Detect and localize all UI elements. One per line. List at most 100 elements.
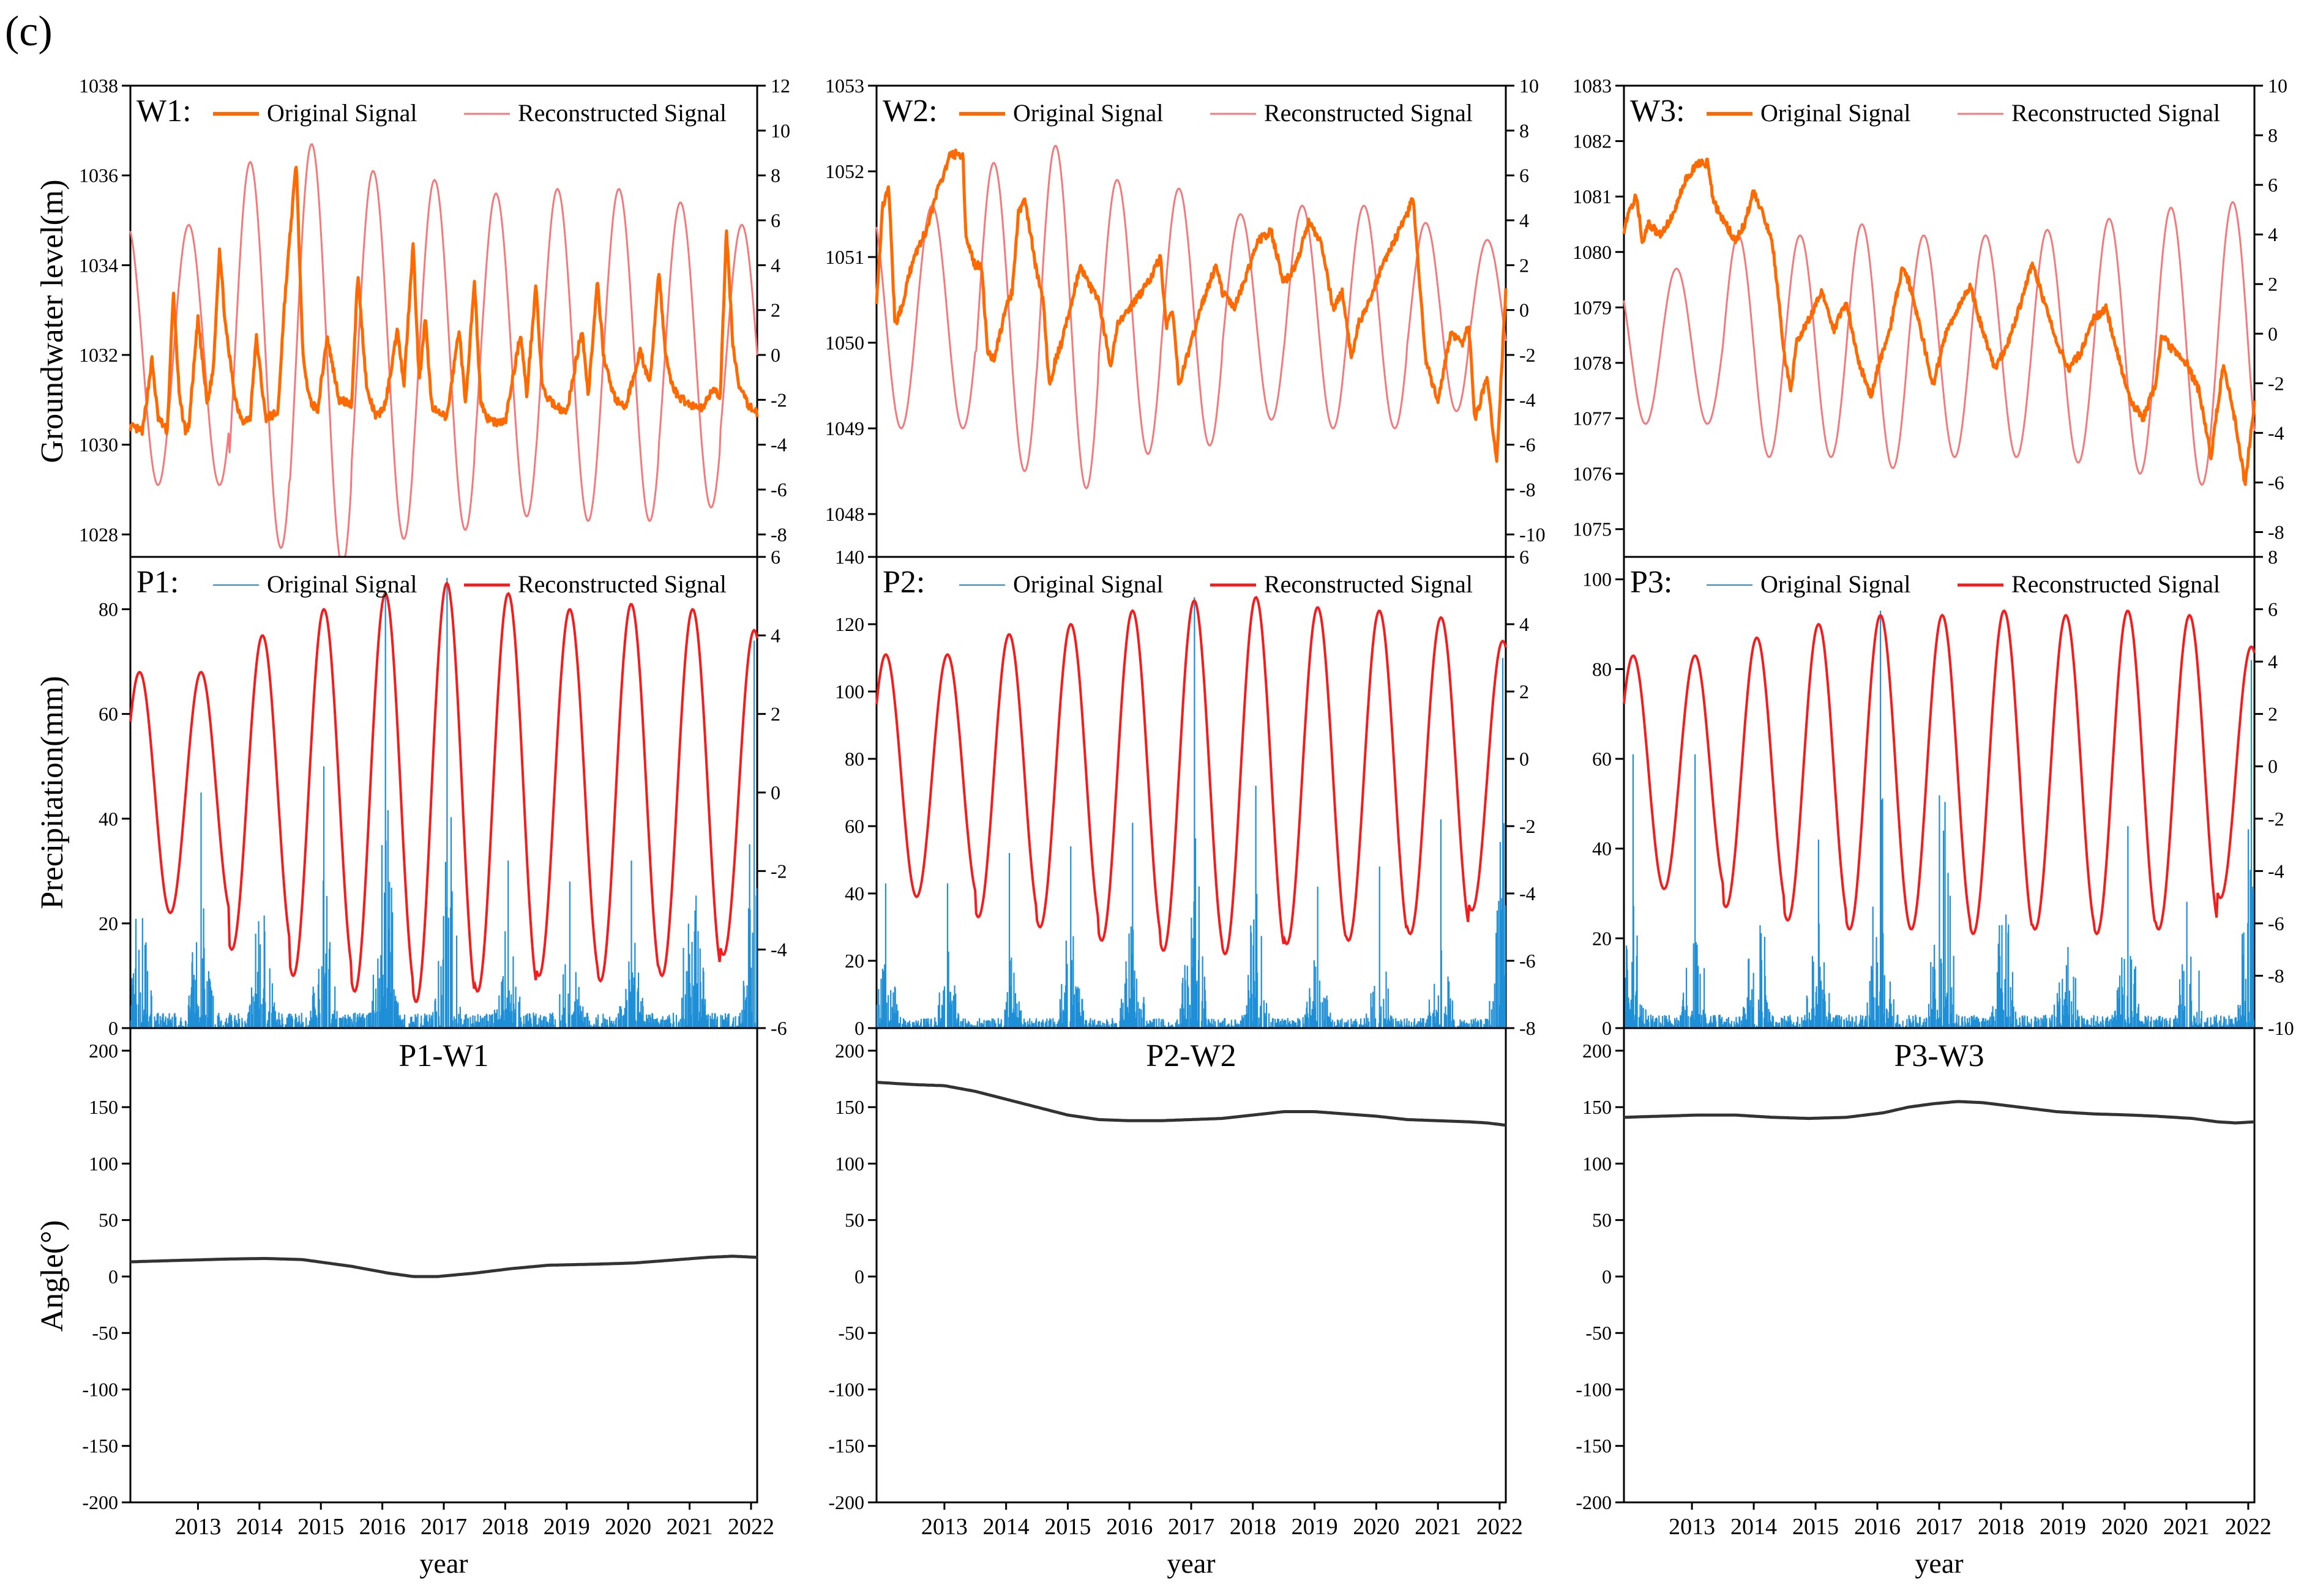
y-axis-P3-W3-tick-label: 50 [1592,1209,1612,1231]
y-axis-P1-right-tick-label: 2 [771,703,780,725]
y-axis-left-W2-tick-label: 1049 [825,417,864,439]
y-axis-left-P3-tick-label: 20 [1592,927,1612,949]
y-axis-W3-right-tick-label: -6 [2268,471,2284,493]
y-axis-P3-right-tick-label: -2 [2268,808,2284,830]
x-tick-label: 2018 [1978,1514,2024,1540]
y-axis-left-P3-tick-label: 60 [1592,748,1612,770]
panel-label-P1: P1: [137,565,179,600]
plot-frame-W2 [875,84,1507,558]
y-axis-P3-W3-tick-label: -150 [1576,1435,1612,1457]
y-axis-P1-W1-tick-label: 150 [89,1096,118,1118]
y-axis-left-P2-tick-label: 0 [855,1017,864,1039]
reconstructed-signal-line-P3 [1623,609,2256,936]
y-axis-left-W3-tick-label: 1076 [1573,463,1612,485]
y-axis-left-P2-tick-label: 80 [845,748,864,770]
plot-frame-P3-W3 [1623,1027,2256,1504]
x-tick-label: 2018 [482,1514,528,1540]
y-axis-P3-W3-tick-label: -100 [1576,1378,1612,1400]
y-axis-P2-W2-tick-label: 50 [845,1209,864,1231]
precipitation-bars-P1 [130,578,758,1028]
y-axis-P2-W2-tick-label: -150 [828,1435,864,1457]
panel-P3-W3: -200 -150 -100 -50 0 50 100 150 200 2013 2014 2015 2… [1576,1027,2272,1579]
plot-frame-P1-W1 [129,1027,758,1504]
y-axis-P1-right-tick-label: 0 [771,781,780,804]
y-axis-W3-right-tick-label: 8 [2268,124,2278,146]
y-axis-W2-right-tick-label: -6 [1519,434,1536,456]
y-axis-P3-right-tick-label: -8 [2268,964,2284,986]
legend-reconstructed-label: Reconstructed Signal [1264,570,1473,598]
reconstructed-signal-line-W3 [1623,201,2256,487]
panel-W2: 1048 1049 1050 1051 1052 1053 -10 -8 -6 -4 -2 0 2 4 6 8… [825,75,1546,558]
y-axis-P3-right-tick-label: 8 [2268,546,2278,568]
y-axis-P1-right-tick-label: 6 [771,546,780,568]
y-axis-W3-right-tick-label: 2 [2268,273,2278,295]
y-axis-P1-W1-tick-label: -150 [82,1435,118,1457]
x-tick-label: 2020 [2101,1514,2148,1540]
y-axis-P1-right-tick-label: 4 [771,624,780,646]
original-signal-line-W3 [1622,157,2256,487]
y-axis-P3-W3-tick-label: 100 [1582,1152,1612,1174]
y-axis-P2-right-tick-label: -8 [1519,1017,1536,1039]
x-tick-label: 2013 [1669,1514,1715,1540]
x-tick-label: 2021 [2163,1514,2210,1540]
y-axis-P2-W2-tick-label: -100 [828,1378,864,1400]
y-axis-left-W3-tick-label: 1078 [1573,352,1612,374]
y-axis-left-P2-tick-label: 140 [835,546,864,568]
y-axis-left-W1-tick-label: 1034 [79,254,118,276]
y-axis-label-precipitation: Precipitation(mm) [35,676,70,909]
y-axis-P1-W1-tick-label: 50 [99,1209,118,1231]
panel-label-W2: W2: [883,94,938,129]
y-axis-P2-right-tick-label: 4 [1519,613,1529,635]
y-axis-P2-right-tick-label: 6 [1519,546,1529,568]
precipitation-bars-P2 [876,597,1506,1028]
y-axis-left-W1-tick-label: 1028 [79,523,118,545]
y-axis-P2-W2-tick-label: -50 [838,1322,864,1344]
y-axis-left-P1-tick-label: 20 [99,912,118,934]
phase-angle-line-P2-W2 [876,1081,1506,1127]
panel-P2: 0 20 40 60 80 100 120 140 -8 -6 -4 -2 0 2 4 6 P2: Origina… [835,546,1536,1039]
panel-label-P2: P2: [883,565,925,600]
y-axis-W1-right-tick-label: 0 [771,344,780,366]
y-axis-P1-W1-tick-label: -50 [92,1322,118,1344]
y-axis-left-W3-tick-label: 1082 [1573,130,1612,152]
y-axis-left-W1-tick-label: 1030 [79,434,118,456]
phase-angle-line-P1-W1 [130,1255,758,1278]
y-axis-P3-right-tick-label: -4 [2268,860,2284,882]
panel-label-W1: W1: [137,94,192,129]
y-axis-W2-right-tick-label: -2 [1519,344,1536,366]
y-axis-P2-right-tick-label: 2 [1519,681,1529,703]
y-axis-P3-right-tick-label: -6 [2268,912,2284,934]
x-tick-label: 2017 [1168,1514,1214,1540]
y-axis-W1-right-tick-label: 10 [771,119,790,141]
y-axis-P2-W2-tick-label: 100 [835,1152,864,1174]
y-axis-P2-right-tick-label: 0 [1519,748,1529,770]
y-axis-P3-right-tick-label: 4 [2268,651,2278,673]
plot-frame-P2-W2 [875,1027,1507,1504]
x-tick-label: 2022 [2225,1514,2272,1540]
reconstructed-signal-line-P2 [875,595,1507,956]
x-tick-label: 2014 [236,1514,283,1540]
y-axis-left-P3-tick-label: 40 [1592,838,1612,860]
phase-angle-line-P3-W3 [1623,1100,2255,1125]
y-axis-W2-right-tick-label: 0 [1519,299,1529,321]
x-tick-label: 2019 [2040,1514,2086,1540]
y-axis-P1-right-tick-label: -2 [771,860,787,882]
x-tick-label: 2019 [544,1514,590,1540]
y-axis-W2-right-tick-label: 6 [1519,165,1529,187]
y-axis-P3-W3-tick-label: -50 [1585,1322,1612,1344]
x-tick-label: 2013 [174,1514,221,1540]
y-axis-W1-right-tick-label: 4 [771,254,780,276]
y-axis-P3-W3-tick-label: 150 [1582,1096,1612,1118]
y-axis-P2-W2-tick-label: -200 [828,1491,864,1513]
legend-original-label: Original Signal [1013,99,1164,127]
x-tick-label: 2017 [1916,1514,1962,1540]
y-axis-left-P3-tick-label: 0 [1602,1017,1612,1039]
figure-label: (c) [5,8,53,55]
y-axis-W3-right-tick-label: -8 [2268,521,2284,543]
y-axis-left-W3-tick-label: 1079 [1573,296,1612,318]
y-axis-left-W2-tick-label: 1053 [825,75,864,97]
panel-P2-W2: -200 -150 -100 -50 0 50 100 150 200 2013 2014 2015 2… [828,1027,1523,1579]
x-tick-label: 2016 [1854,1514,1901,1540]
x-tick-label: 2017 [421,1514,467,1540]
